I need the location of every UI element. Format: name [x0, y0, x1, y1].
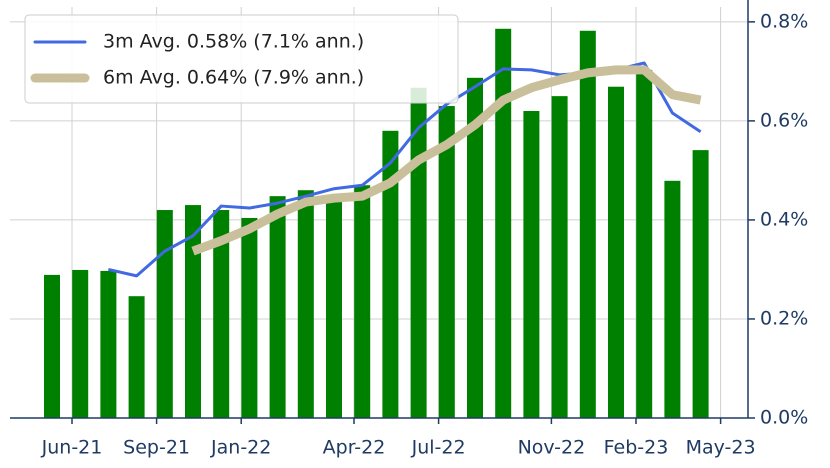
bar	[495, 28, 512, 418]
legend-label: 6m Avg. 0.64% (7.9% ann.)	[103, 67, 364, 89]
bar	[72, 269, 89, 418]
bar	[382, 130, 399, 419]
x-tick-label: Jul-22	[411, 437, 466, 459]
bar	[410, 87, 427, 419]
x-tick-label: Jun-21	[41, 437, 103, 459]
x-tick-label: Apr-22	[323, 437, 386, 459]
bar	[438, 106, 455, 419]
bar	[692, 150, 709, 418]
bar	[354, 185, 371, 418]
legend-label: 3m Avg. 0.58% (7.1% ann.)	[103, 31, 364, 53]
bar	[44, 274, 60, 418]
bar	[326, 195, 342, 418]
bar	[297, 190, 314, 418]
bar	[269, 196, 286, 418]
bar	[636, 69, 653, 419]
x-tick-label: Sep-21	[123, 437, 190, 459]
bar	[523, 110, 540, 419]
bar	[467, 77, 483, 418]
bar	[128, 296, 145, 418]
bar	[608, 86, 624, 419]
bar	[100, 270, 117, 418]
y-tick-label: 0.4%	[760, 208, 808, 230]
line-series	[191, 65, 702, 256]
x-tick-label: May-23	[686, 437, 756, 459]
bar	[156, 210, 173, 418]
bar	[551, 96, 568, 418]
legend: 3m Avg. 0.58% (7.1% ann.) 6m Avg. 0.64% (…	[24, 14, 459, 104]
y-tick-label: 0.6%	[760, 109, 808, 131]
x-tick-label: Feb-23	[604, 437, 669, 459]
legend-box	[24, 14, 459, 104]
bar	[185, 205, 201, 418]
bar	[579, 30, 596, 418]
x-tick-label: Nov-22	[518, 437, 586, 459]
y-tick-label: 0.0%	[760, 407, 808, 429]
bar	[664, 180, 681, 418]
bar	[213, 210, 230, 418]
y-tick-label: 0.8%	[760, 10, 808, 32]
x-tick-label: Jan-22	[210, 437, 271, 459]
y-tick-label: 0.2%	[760, 307, 808, 329]
bar	[241, 217, 258, 418]
